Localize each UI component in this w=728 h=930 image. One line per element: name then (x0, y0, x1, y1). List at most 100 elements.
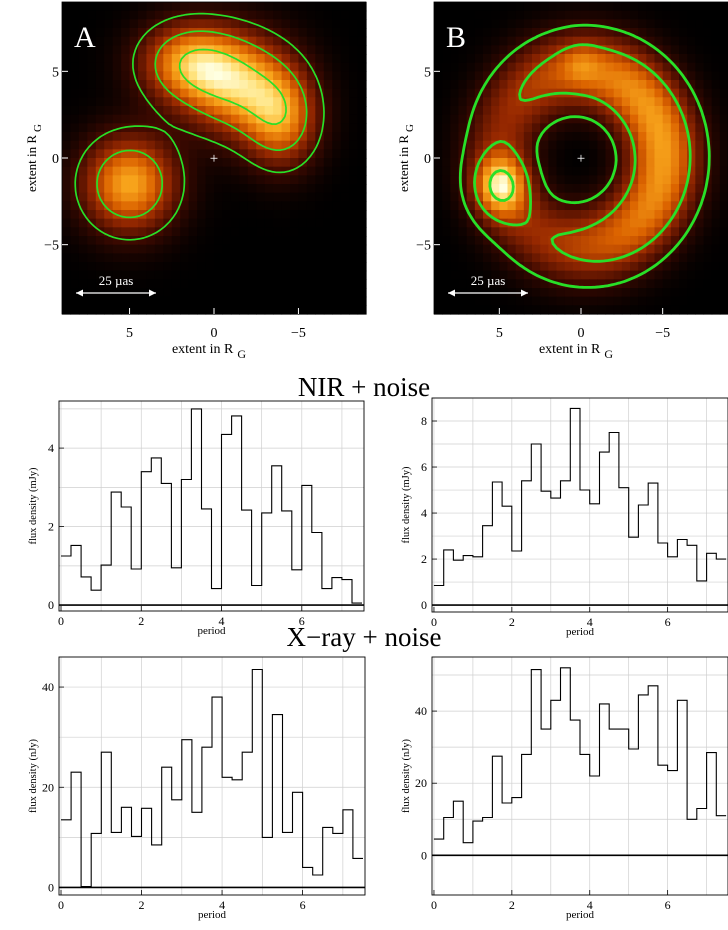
heat-cell (466, 296, 476, 306)
heat-cell (340, 62, 350, 72)
heat-cell (442, 184, 451, 194)
heat-cell (247, 244, 257, 254)
plot-4 (431, 397, 728, 613)
heat-cell (630, 210, 639, 220)
heat-cell (349, 88, 359, 98)
heat-cell (483, 296, 492, 306)
heat-cell (687, 192, 696, 202)
heat-cell (523, 45, 533, 55)
heat-cell (434, 88, 443, 98)
heat-cell (129, 244, 139, 254)
heat-cell (572, 201, 582, 211)
heat-cell (188, 262, 198, 272)
heat-cell (340, 149, 350, 159)
heat-cell (572, 192, 582, 202)
heat-cell (589, 88, 598, 98)
heat-cell (323, 158, 333, 168)
heat-cell (222, 270, 232, 280)
heat-cell (483, 227, 492, 237)
heat-cell (273, 114, 283, 124)
heat-cell (306, 227, 316, 237)
heat-cell (670, 270, 680, 280)
heat-cell (247, 253, 257, 263)
heat-cell (298, 175, 308, 185)
heat-cell (163, 253, 173, 263)
heat-cell (281, 123, 291, 133)
heat-cell (442, 62, 451, 72)
heat-cell (239, 288, 249, 298)
heat-cell (315, 88, 325, 98)
heat-cell (87, 19, 97, 29)
heat-cell (138, 270, 148, 280)
heat-cell (349, 19, 359, 29)
heat-cell (298, 10, 308, 20)
heat-cell (349, 149, 359, 159)
heat-cell (78, 123, 88, 133)
heat-cell (515, 140, 525, 150)
heat-cell (298, 184, 308, 194)
heat-cell (197, 288, 207, 298)
heat-cell (703, 97, 713, 107)
heat-cell (340, 80, 350, 90)
heat-cell (180, 19, 190, 29)
heat-cell (523, 296, 533, 306)
heat-cell (613, 270, 623, 280)
heat-cell (138, 80, 148, 90)
heat-cell (87, 262, 97, 272)
heat-cell (62, 97, 72, 107)
y-tick-label: 20 (415, 776, 427, 790)
heat-cell (340, 106, 350, 116)
heat-cell (556, 244, 566, 254)
heat-cell (589, 236, 598, 246)
heat-cell (605, 218, 615, 228)
heat-cell (230, 28, 240, 38)
plot-frame (58, 400, 365, 612)
heat-cell (621, 166, 631, 176)
heat-cell (621, 80, 631, 90)
heat-cell (306, 2, 316, 12)
heat-cell (298, 244, 308, 254)
heat-cell (171, 201, 181, 211)
heat-cell (205, 166, 215, 176)
heat-cell (357, 2, 367, 12)
heat-cell (349, 2, 359, 12)
heat-cell (298, 71, 308, 81)
heat-cell (687, 106, 696, 116)
heat-cell (597, 244, 607, 254)
heat-cell (442, 244, 451, 254)
heat-cell (180, 71, 190, 81)
heat-cell (70, 192, 80, 202)
heat-cell (613, 210, 623, 220)
heat-cell (95, 71, 105, 81)
heat-cell (239, 149, 249, 159)
heat-cell (180, 158, 190, 168)
heat-cell (605, 19, 615, 29)
heat-cell (239, 140, 249, 150)
heat-cell (163, 88, 173, 98)
heat-cell (290, 149, 300, 159)
heat-cell (581, 80, 590, 90)
heat-cell (214, 106, 224, 116)
heat-cell (138, 236, 148, 246)
heat-cell (581, 288, 590, 298)
heat-cell (483, 71, 492, 81)
heat-cell (180, 132, 190, 142)
heat-cell (230, 175, 240, 185)
heat-cell (540, 288, 549, 298)
heat-cell (499, 244, 509, 254)
heat-cell (483, 279, 492, 289)
heat-cell (214, 45, 224, 55)
heat-cell (247, 305, 257, 315)
heat-cell (349, 132, 359, 142)
heat-cell (654, 270, 664, 280)
heat-cell (564, 201, 574, 211)
heat-cell (349, 166, 359, 176)
heat-cell (62, 80, 72, 90)
heat-cell (523, 140, 533, 150)
heat-cell (332, 54, 342, 64)
heat-cell (687, 201, 696, 211)
x-tick-label: 0 (211, 326, 218, 341)
heat-cell (474, 123, 484, 133)
heat-cell (129, 140, 139, 150)
heat-cell (540, 279, 549, 289)
